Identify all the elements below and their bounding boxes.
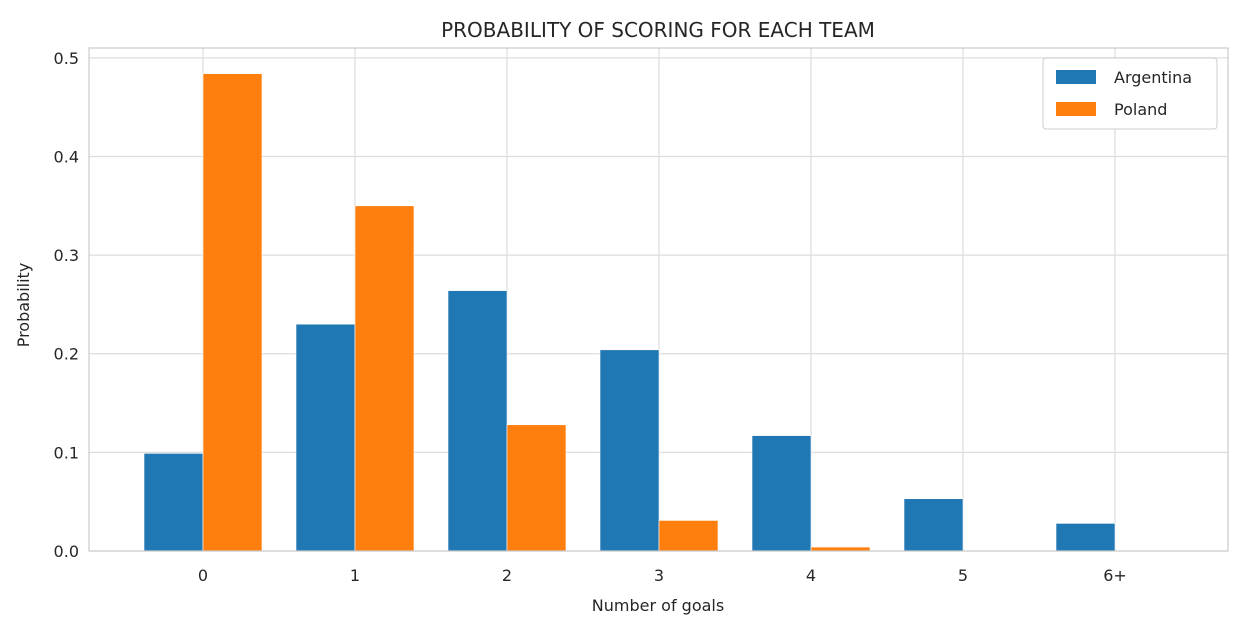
- legend-swatch-poland: [1056, 102, 1096, 116]
- x-tick-label: 1: [350, 566, 360, 585]
- legend-swatch-argentina: [1056, 70, 1096, 84]
- x-tick-label: 0: [198, 566, 208, 585]
- bar-argentina-2: [447, 290, 508, 552]
- x-axis-label: Number of goals: [592, 596, 724, 615]
- bar-argentina-3: [599, 349, 660, 552]
- y-tick-label: 0.3: [54, 246, 79, 265]
- y-tick-label: 0.2: [54, 345, 79, 364]
- y-tick-labels: 0.0 0.1 0.2 0.3 0.4 0.5: [54, 49, 79, 561]
- legend-label-poland: Poland: [1114, 100, 1167, 119]
- y-tick-label: 0.4: [54, 147, 79, 166]
- grid-lines: [89, 48, 1228, 552]
- legend-label-argentina: Argentina: [1114, 68, 1192, 87]
- bar-poland-0: [202, 73, 263, 552]
- chart-title: PROBABILITY OF SCORING FOR EACH TEAM: [441, 18, 875, 42]
- x-tick-label: 5: [958, 566, 968, 585]
- bar-poland-2: [506, 424, 567, 552]
- bar-poland-3: [658, 520, 719, 552]
- bar-argentina-4: [751, 435, 812, 552]
- y-tick-label: 0.5: [54, 49, 79, 68]
- x-tick-labels: 0 1 2 3 4 5 6+: [198, 566, 1127, 585]
- x-tick-label: 6+: [1103, 566, 1127, 585]
- y-tick-label: 0.0: [54, 542, 79, 561]
- legend: Argentina Poland: [1042, 57, 1218, 130]
- x-tick-label: 3: [654, 566, 664, 585]
- bars: [143, 73, 1116, 552]
- bar-argentina-5: [903, 498, 964, 552]
- x-tick-label: 4: [806, 566, 816, 585]
- bar-argentina-0: [143, 453, 204, 552]
- bar-argentina-1: [295, 323, 356, 552]
- x-tick-label: 2: [502, 566, 512, 585]
- bar-poland-1: [354, 205, 415, 552]
- y-tick-label: 0.1: [54, 443, 79, 462]
- plot-frame: [88, 47, 1229, 552]
- y-axis-label: Probability: [14, 263, 33, 348]
- bar-argentina-6plus: [1055, 523, 1116, 552]
